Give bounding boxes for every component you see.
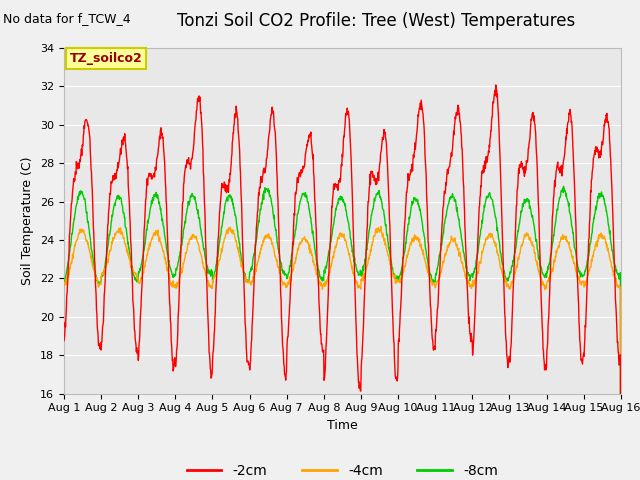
Y-axis label: Soil Temperature (C): Soil Temperature (C) (22, 156, 35, 285)
Text: TZ_soilco2: TZ_soilco2 (70, 52, 142, 65)
X-axis label: Time: Time (327, 419, 358, 432)
Text: No data for f_TCW_4: No data for f_TCW_4 (3, 12, 131, 25)
Title: Tonzi Soil CO2 Profile: Tree (West) Temperatures: Tonzi Soil CO2 Profile: Tree (West) Temp… (177, 12, 575, 30)
Legend: -2cm, -4cm, -8cm: -2cm, -4cm, -8cm (181, 458, 504, 480)
